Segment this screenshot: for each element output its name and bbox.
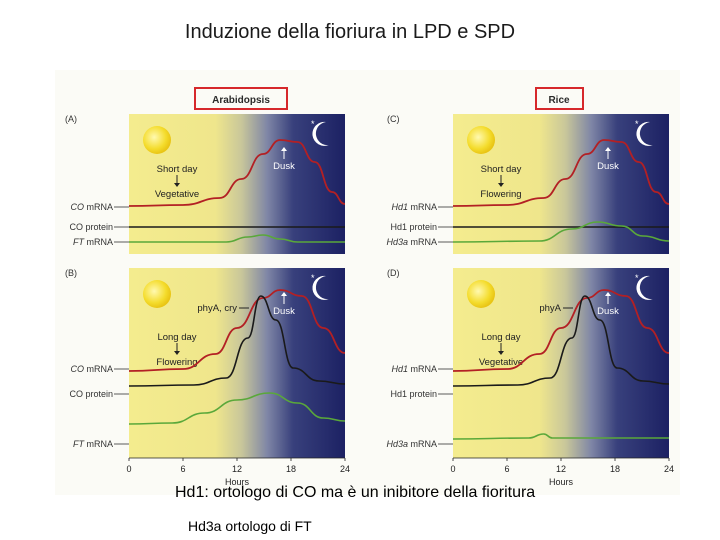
x-tick-label: 12 [556, 464, 566, 474]
organism-label-rice: Rice [548, 95, 570, 106]
note-hd1: Hd1: ortologo di CO ma è un inibitore de… [175, 484, 536, 501]
x-tick-label: 6 [504, 464, 509, 474]
arrow-head-icon [174, 351, 180, 355]
panel-c: (C) * Short day Flowering Dusk Hd1 mRNA Hd1 pr… [386, 114, 670, 254]
note-hd3a: Hd3a ortologo di FT [188, 518, 312, 534]
photoreceptor-label: phyA, cry [197, 303, 237, 314]
rice-box [535, 87, 584, 110]
photoreceptor-label: phyA [539, 303, 561, 314]
x-axis-d: 0 6 12 18 24 Hours [450, 457, 674, 487]
panel-b: (B) * Long day Flowering phyA, cry Dusk CO mRN… [65, 268, 346, 458]
sun-icon [143, 280, 171, 308]
protein-curve [128, 295, 346, 387]
sun-icon [467, 280, 495, 308]
row-label: CO mRNA [71, 364, 114, 374]
condition-label: Short day [481, 164, 522, 175]
row-label: Hd3a mRNA [386, 237, 437, 247]
dusk-label: Dusk [273, 306, 295, 317]
organism-label-arabidopsis: Arabidopsis [212, 95, 270, 106]
row-label: FT mRNA [73, 237, 113, 247]
panel-letter: (C) [387, 114, 400, 124]
condition-label: Long day [157, 332, 196, 343]
panel-letter: (B) [65, 268, 77, 278]
page-title: Induzione della fioriura in LPD e SPD [184, 21, 516, 43]
dusk-label: Dusk [597, 161, 619, 172]
panel-letter: (D) [387, 268, 400, 278]
photoperiod-figure: Arabidopsis Rice (A) * Short day Vegetative… [55, 70, 680, 495]
panel-letter: (A) [65, 114, 77, 124]
x-axis-b: 0 6 12 18 24 Hours [126, 457, 350, 487]
protein-curve [452, 295, 670, 387]
x-tick-label: 0 [126, 464, 131, 474]
star-icon: * [635, 273, 639, 283]
mrna-curve [452, 139, 670, 207]
dusk-label: Dusk [597, 306, 619, 317]
panel-d: (D) * Long day Vegetative phyA Dusk Hd1 mRNA Hd… [386, 268, 670, 458]
row-label: FT mRNA [73, 439, 113, 449]
row-label: Hd1 protein [390, 389, 437, 399]
condition-label: Short day [157, 164, 198, 175]
row-label: Hd1 protein [390, 222, 437, 232]
row-label: Hd1 mRNA [391, 364, 437, 374]
arrow-head-icon [174, 183, 180, 187]
ft-mrna-curve [452, 221, 670, 243]
outcome-label: Flowering [480, 189, 521, 200]
arrow-up-icon [605, 292, 611, 296]
moon-icon [636, 121, 653, 146]
arrow-up-icon [605, 147, 611, 151]
row-label: Hd3a mRNA [386, 439, 437, 449]
x-tick-label: 18 [610, 464, 620, 474]
ft-mrna-curve [128, 234, 345, 243]
condition-label: Long day [481, 332, 520, 343]
x-tick-label: 18 [286, 464, 296, 474]
arrow-up-icon [281, 292, 287, 296]
arrow-up-icon [281, 147, 287, 151]
dusk-label: Dusk [273, 161, 295, 172]
row-label: CO protein [69, 222, 113, 232]
panel-a: (A) * Short day Vegetative Dusk CO mRNA CO pro… [65, 114, 346, 254]
ft-mrna-curve [128, 392, 346, 425]
ft-mrna-curve [452, 433, 669, 440]
arabidopsis-box [194, 87, 288, 110]
sun-icon [143, 126, 171, 154]
x-tick-label: 12 [232, 464, 242, 474]
moon-icon [636, 275, 653, 300]
x-axis-label: Hours [225, 477, 250, 487]
x-tick-label: 24 [340, 464, 350, 474]
moon-icon [312, 121, 329, 146]
x-tick-label: 24 [664, 464, 674, 474]
x-tick-label: 0 [450, 464, 455, 474]
x-tick-label: 6 [180, 464, 185, 474]
arrow-head-icon [498, 351, 504, 355]
star-icon: * [635, 119, 639, 129]
star-icon: * [311, 119, 315, 129]
row-label: CO mRNA [71, 202, 114, 212]
mrna-curve [128, 139, 346, 207]
outcome-label: Vegetative [479, 357, 523, 368]
outcome-label: Flowering [156, 357, 197, 368]
x-axis-label: Hours [549, 477, 574, 487]
moon-icon [312, 275, 329, 300]
star-icon: * [311, 273, 315, 283]
outcome-label: Vegetative [155, 189, 199, 200]
row-label: CO protein [69, 389, 113, 399]
row-label: Hd1 mRNA [391, 202, 437, 212]
arrow-head-icon [498, 183, 504, 187]
sun-icon [467, 126, 495, 154]
